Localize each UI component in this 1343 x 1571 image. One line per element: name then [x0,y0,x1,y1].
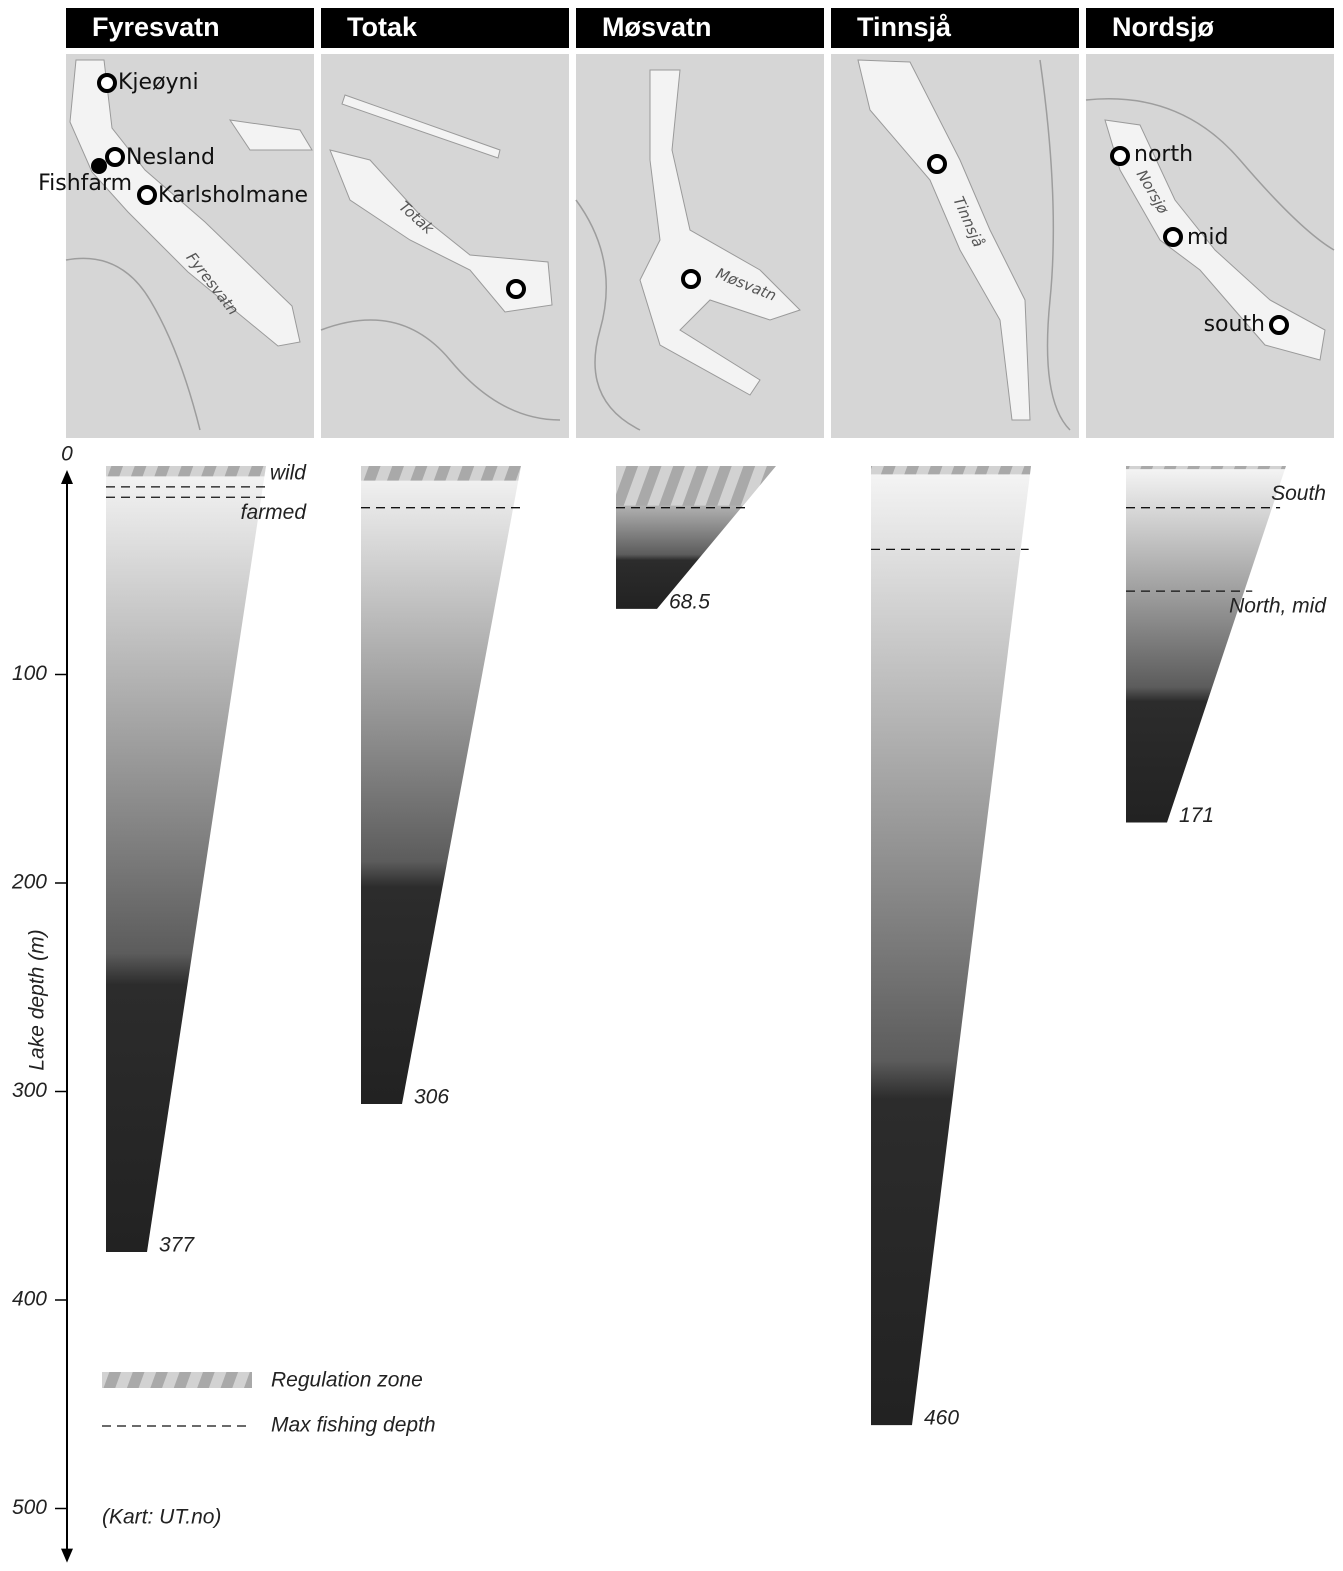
regulation-zone [1126,466,1286,469]
regulation-zone [871,466,1031,474]
y-tick-label: 0 [61,443,73,466]
site-marker [139,187,155,203]
regulation-zone [361,466,521,481]
lake-name: Møsvatn [602,12,712,42]
depth-profile [1126,466,1286,823]
site-label: north [1134,142,1193,167]
site-label: mid [1187,225,1229,250]
site-label: Karlsholmane [158,183,308,208]
site-marker [929,156,945,172]
legend-swatch [102,1372,252,1388]
max-depth-label: 171 [1179,804,1214,827]
site-marker [1165,229,1181,245]
y-tick-label: 100 [12,662,47,685]
site-marker [508,281,524,297]
lake-name: Tinnsjå [857,12,952,42]
figure: Fyresvatn Kjeøyni Nesland Fishfarm Karls… [0,0,1343,1571]
max-depth-label: 306 [414,1086,449,1109]
fishing-depth-label: farmed [241,501,308,524]
map [831,54,1079,438]
regulation-zone [616,466,776,506]
depth-profile [871,466,1031,1425]
max-depth-label: 68.5 [669,590,710,613]
site-marker [1112,148,1128,164]
site-label: Kjeøyni [118,70,199,95]
regulation-zone [106,466,266,476]
legend-label: Regulation zone [271,1369,423,1392]
depth-profile [106,466,266,1252]
site-marker [99,75,115,91]
maps: Fyresvatn Kjeøyni Nesland Fishfarm Karls… [38,54,1334,438]
fishing-depth-label: South [1271,482,1326,505]
site-label: south [1204,312,1265,337]
source-note: (Kart: UT.no) [102,1506,221,1529]
fishing-depth-label: wild [270,461,307,484]
max-depth-label: 460 [924,1407,959,1430]
lake-name: Totak [347,12,418,42]
site-marker [683,271,699,287]
y-tick-label: 500 [12,1496,47,1519]
fishing-depth-label: North, mid [1229,595,1327,618]
axis-arrow [61,1549,73,1563]
site-label: Nesland [126,145,215,170]
max-depth-label: 377 [159,1234,195,1257]
lake-name: Nordsjø [1112,12,1215,42]
y-tick-label: 400 [12,1288,47,1311]
depth-profile [361,466,521,1104]
site-marker [107,149,123,165]
y-tick-label: 200 [11,871,47,894]
site-label: Fishfarm [38,171,132,196]
legend-label: Max fishing depth [271,1414,436,1437]
y-axis-label: Lake depth (m) [26,929,49,1070]
lake-name: Fyresvatn [92,12,220,42]
axis-arrow [61,470,73,484]
y-tick-label: 300 [12,1079,47,1102]
site-marker [1271,317,1287,333]
